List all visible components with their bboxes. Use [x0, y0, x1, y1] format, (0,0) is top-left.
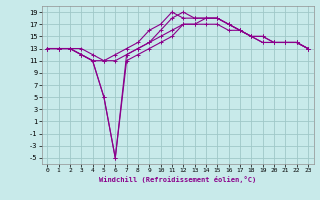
X-axis label: Windchill (Refroidissement éolien,°C): Windchill (Refroidissement éolien,°C) — [99, 176, 256, 183]
